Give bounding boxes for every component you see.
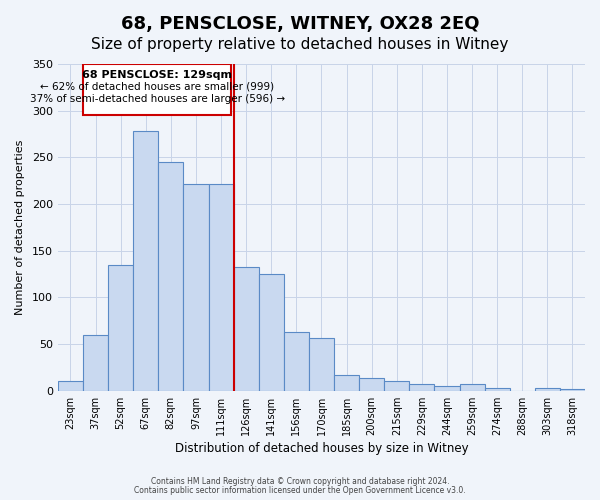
Bar	[309, 338, 334, 391]
Bar	[209, 184, 233, 391]
Text: Size of property relative to detached houses in Witney: Size of property relative to detached ho…	[91, 38, 509, 52]
Bar	[284, 332, 309, 391]
Text: 68, PENSCLOSE, WITNEY, OX28 2EQ: 68, PENSCLOSE, WITNEY, OX28 2EQ	[121, 15, 479, 33]
Text: Contains public sector information licensed under the Open Government Licence v3: Contains public sector information licen…	[134, 486, 466, 495]
Bar	[460, 384, 485, 391]
Bar	[58, 382, 83, 391]
Bar	[133, 131, 158, 391]
X-axis label: Distribution of detached houses by size in Witney: Distribution of detached houses by size …	[175, 442, 468, 455]
Text: 37% of semi-detached houses are larger (596) →: 37% of semi-detached houses are larger (…	[29, 94, 284, 104]
Bar	[535, 388, 560, 391]
Text: 68 PENSCLOSE: 129sqm: 68 PENSCLOSE: 129sqm	[82, 70, 232, 80]
Bar	[233, 266, 259, 391]
Bar	[359, 378, 384, 391]
Bar	[83, 335, 108, 391]
Bar	[560, 389, 585, 391]
Bar	[184, 184, 209, 391]
Bar	[485, 388, 510, 391]
Bar	[108, 265, 133, 391]
FancyBboxPatch shape	[83, 64, 231, 116]
Bar	[158, 162, 184, 391]
Bar	[409, 384, 434, 391]
Text: Contains HM Land Registry data © Crown copyright and database right 2024.: Contains HM Land Registry data © Crown c…	[151, 477, 449, 486]
Bar	[259, 274, 284, 391]
Text: ← 62% of detached houses are smaller (999): ← 62% of detached houses are smaller (99…	[40, 82, 274, 92]
Bar	[434, 386, 460, 391]
Y-axis label: Number of detached properties: Number of detached properties	[15, 140, 25, 315]
Bar	[334, 375, 359, 391]
Bar	[384, 382, 409, 391]
